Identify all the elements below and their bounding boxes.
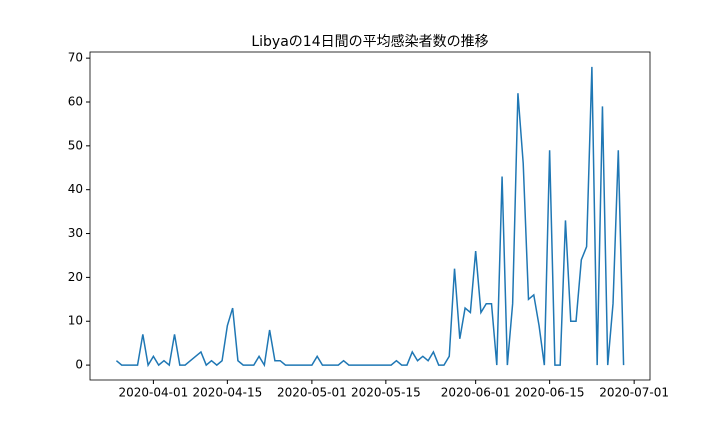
y-tick-label: 70 [68,51,83,65]
y-tick-label: 0 [75,358,83,372]
x-tick-label: 2020-07-01 [599,386,669,400]
y-tick-label: 50 [68,138,83,152]
y-tick-label: 30 [68,226,83,240]
x-tick-label: 2020-05-01 [277,386,347,400]
data-line [115,66,625,368]
y-tick-label: 60 [68,94,83,108]
plot-frame [89,51,651,381]
x-tick-label: 2020-06-01 [441,386,511,400]
chart-title: Libyaの14日間の平均感染者数の推移 [251,33,488,50]
y-tick-label: 40 [68,182,83,196]
x-tick-label: 2020-04-15 [192,386,262,400]
y-tick-label: 10 [68,314,83,328]
x-tick-label: 2020-04-01 [119,386,189,400]
y-tick-label: 20 [68,270,83,284]
x-tick-label: 2020-06-15 [515,386,585,400]
x-tick-label: 2020-05-15 [351,386,421,400]
